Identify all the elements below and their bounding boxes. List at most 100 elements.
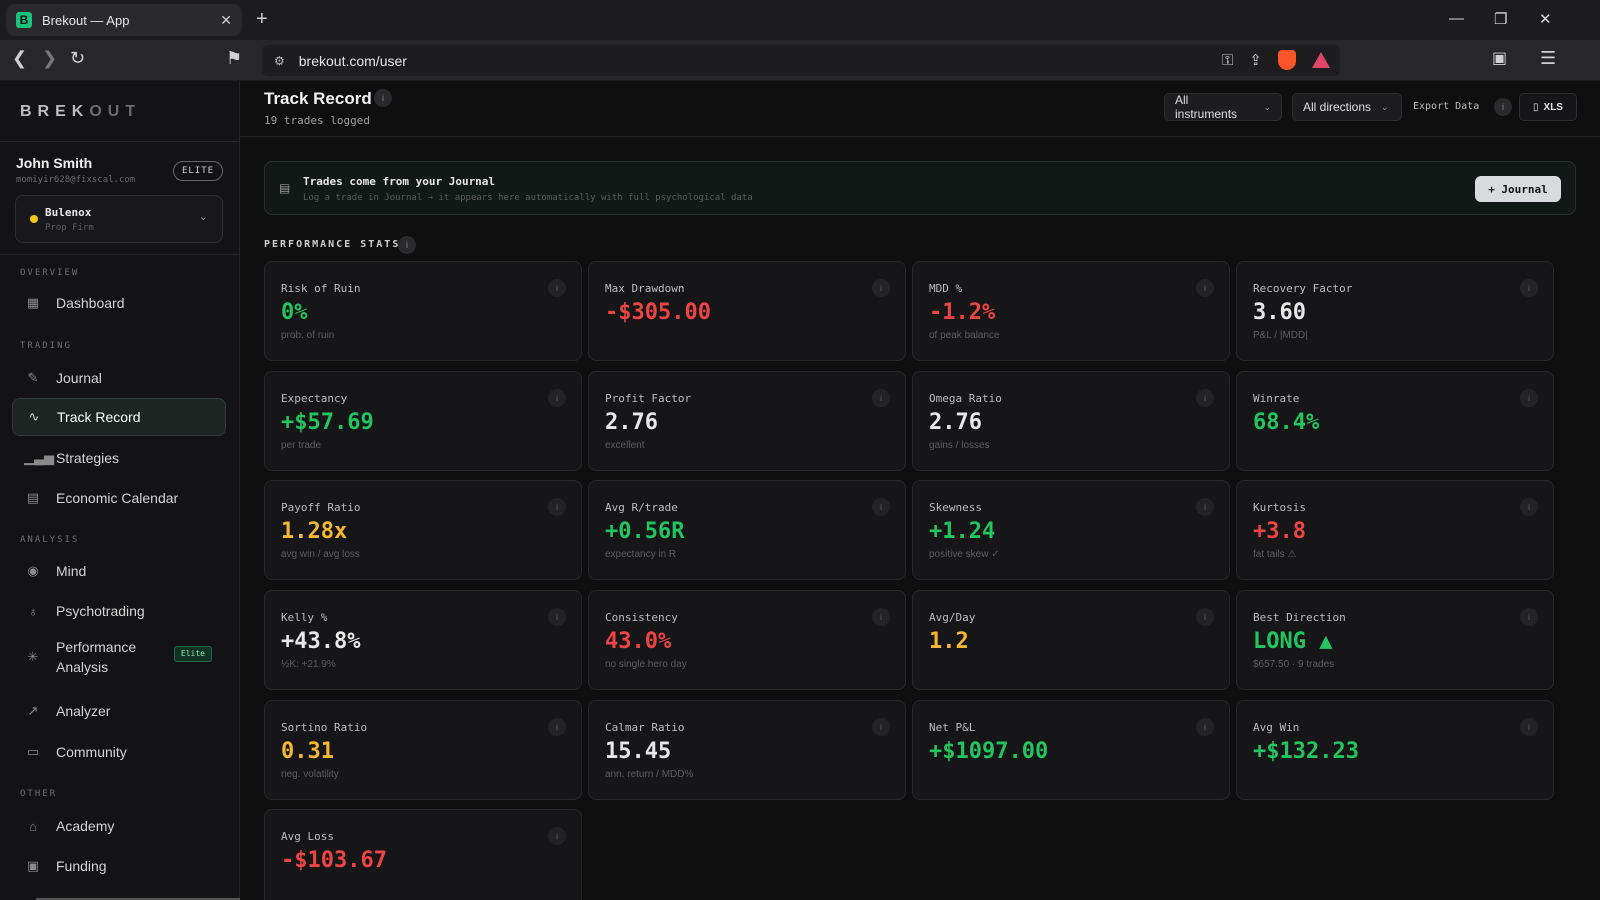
info-icon[interactable]: i xyxy=(1196,498,1214,516)
info-icon[interactable]: i xyxy=(548,827,566,845)
info-icon[interactable]: i xyxy=(1196,279,1214,297)
stat-sublabel: $657.50 · 9 trades xyxy=(1253,659,1335,670)
minimize-icon[interactable]: — xyxy=(1449,10,1464,27)
url-bar[interactable]: ⚙ brekout.com/user ⚿ ⇪ xyxy=(262,45,1340,76)
stat-card: Max Drawdown -$305.00 i xyxy=(588,261,906,361)
sidebar-item-analyzer[interactable]: ↗ Analyzer xyxy=(12,692,226,730)
tab-close-icon[interactable]: ✕ xyxy=(220,11,232,28)
bookmark-icon[interactable]: ⚑ xyxy=(226,48,243,68)
info-icon[interactable]: i xyxy=(1196,608,1214,626)
stat-card: Sortino Ratio 0.31 i neg. volatility xyxy=(264,700,582,800)
stat-sublabel: ann. return / MDD% xyxy=(605,769,694,780)
info-icon[interactable]: i xyxy=(548,279,566,297)
sidebar-item-label: Economic Calendar xyxy=(56,490,179,506)
window-close-icon[interactable]: ✕ xyxy=(1539,11,1552,28)
info-icon[interactable]: i xyxy=(872,279,890,297)
stat-label: Risk of Ruin xyxy=(281,282,361,295)
sidebar-item-funding[interactable]: ▣ Funding xyxy=(12,847,226,885)
user-name: John Smith xyxy=(16,155,93,171)
stat-label: Omega Ratio xyxy=(929,392,1002,405)
directions-filter-value: All directions xyxy=(1303,100,1372,114)
info-icon[interactable]: i xyxy=(548,718,566,736)
stat-card: Payoff Ratio 1.28x i avg win / avg loss xyxy=(264,480,582,580)
info-icon[interactable]: i xyxy=(1520,498,1538,516)
info-icon[interactable]: i xyxy=(548,498,566,516)
stat-label: Avg Win xyxy=(1253,721,1300,734)
prop-firm-selector[interactable]: Bulenox Prop Firm ⌄ xyxy=(15,195,223,243)
elite-badge: Elite xyxy=(173,646,212,662)
site-info-icon[interactable]: ⚙ xyxy=(274,53,285,68)
export-xls-button[interactable]: ▯ XLS xyxy=(1519,93,1577,121)
sidebar-toggle-icon[interactable]: ▣ xyxy=(1492,50,1508,67)
horizontal-scrollbar[interactable] xyxy=(36,898,296,900)
info-icon[interactable]: i xyxy=(1196,389,1214,407)
info-icon[interactable]: i xyxy=(1520,608,1538,626)
info-icon[interactable]: i xyxy=(872,389,890,407)
stat-card: Kurtosis +3.8 i fat tails ⚠ xyxy=(1236,480,1554,580)
directions-filter[interactable]: All directions ⌄ xyxy=(1292,93,1402,121)
sidebar-item-mind[interactable]: ◉ Mind xyxy=(12,552,226,590)
instruments-filter[interactable]: All instruments ⌄ xyxy=(1164,93,1282,121)
app-sidebar: BREKOUT John Smith momiyir628@fixscal.co… xyxy=(0,81,240,900)
stat-card: Winrate 68.4% i xyxy=(1236,371,1554,471)
briefcase-icon: ▣ xyxy=(26,858,40,873)
stat-sublabel: fat tails ⚠ xyxy=(1253,549,1297,560)
info-icon[interactable]: i xyxy=(1520,718,1538,736)
share-icon[interactable]: ⇪ xyxy=(1249,52,1262,69)
tab-title: Brekout — App xyxy=(42,12,130,28)
info-icon[interactable]: i xyxy=(1520,389,1538,407)
key-icon[interactable]: ⚿ xyxy=(1222,51,1234,69)
firm-type: Prop Firm xyxy=(45,223,94,233)
brekout-logo[interactable]: BREKOUT xyxy=(20,103,141,121)
sidebar-item-dashboard[interactable]: ▦ Dashboard xyxy=(12,284,226,322)
browser-tab[interactable]: B Brekout — App ✕ xyxy=(6,4,242,36)
add-journal-button[interactable]: + Journal xyxy=(1475,176,1561,202)
url-text[interactable]: brekout.com/user xyxy=(298,52,407,69)
brave-shield-icon[interactable] xyxy=(1278,50,1296,70)
stat-value: -$103.67 xyxy=(281,848,387,873)
info-icon[interactable]: i xyxy=(374,89,392,107)
stat-sublabel: avg win / avg loss xyxy=(281,549,360,560)
stat-value: +0.56R xyxy=(605,519,685,544)
stat-sublabel: of peak balance xyxy=(929,330,1000,341)
divider xyxy=(0,254,239,255)
sidebar-item-label: Analyzer xyxy=(56,703,111,719)
trend-icon: ↗ xyxy=(27,703,39,718)
reload-icon[interactable]: ↻ xyxy=(70,48,86,68)
stat-sublabel: per trade xyxy=(281,440,322,451)
stat-sublabel: positive skew ✓ xyxy=(929,549,1000,560)
info-icon[interactable]: i xyxy=(1196,718,1214,736)
stat-value: 1.28x xyxy=(281,519,348,544)
stat-sublabel: prob. of ruin xyxy=(281,330,335,341)
stat-sublabel: no single hero day xyxy=(605,659,687,670)
info-icon[interactable]: i xyxy=(872,718,890,736)
stat-value: 0% xyxy=(281,300,308,325)
stat-value: +$57.69 xyxy=(281,410,374,435)
lightbulb-icon: ♁ xyxy=(28,603,38,619)
info-icon[interactable]: i xyxy=(872,608,890,626)
menu-icon[interactable]: ☰ xyxy=(1540,48,1557,68)
sidebar-item-performance-analysis[interactable]: ✳ Performance Analysis Elite xyxy=(12,633,226,681)
info-icon[interactable]: i xyxy=(872,498,890,516)
info-icon[interactable]: i xyxy=(1520,279,1538,297)
brave-rewards-icon[interactable] xyxy=(1312,52,1330,68)
sidebar-item-academy[interactable]: ⌂ Academy xyxy=(12,807,226,845)
info-icon[interactable]: i xyxy=(1494,98,1512,116)
back-icon[interactable]: ❮ xyxy=(12,48,28,68)
sidebar-item-strategies[interactable]: ▁▃▅ Strategies xyxy=(12,439,226,477)
new-tab-icon[interactable]: + xyxy=(256,8,268,30)
sidebar-item-journal[interactable]: ✎ Journal xyxy=(12,359,226,397)
sidebar-item-psychotrading[interactable]: ♁ Psychotrading xyxy=(12,592,226,630)
sidebar-item-economic-calendar[interactable]: ▤ Economic Calendar xyxy=(12,479,226,517)
restore-icon[interactable]: ❐ xyxy=(1494,11,1508,28)
info-icon[interactable]: i xyxy=(548,389,566,407)
section-analysis: ANALYSIS xyxy=(20,535,80,545)
stat-label: Expectancy xyxy=(281,392,348,405)
sidebar-item-community[interactable]: ▭ Community xyxy=(12,733,226,771)
brain-icon: ◉ xyxy=(27,563,39,578)
sidebar-item-track-record[interactable]: ∿ Track Record xyxy=(12,398,226,436)
stat-value: 15.45 xyxy=(605,739,672,764)
info-icon[interactable]: i xyxy=(548,608,566,626)
info-icon[interactable]: i xyxy=(398,236,416,254)
forward-icon[interactable]: ❯ xyxy=(42,48,58,68)
